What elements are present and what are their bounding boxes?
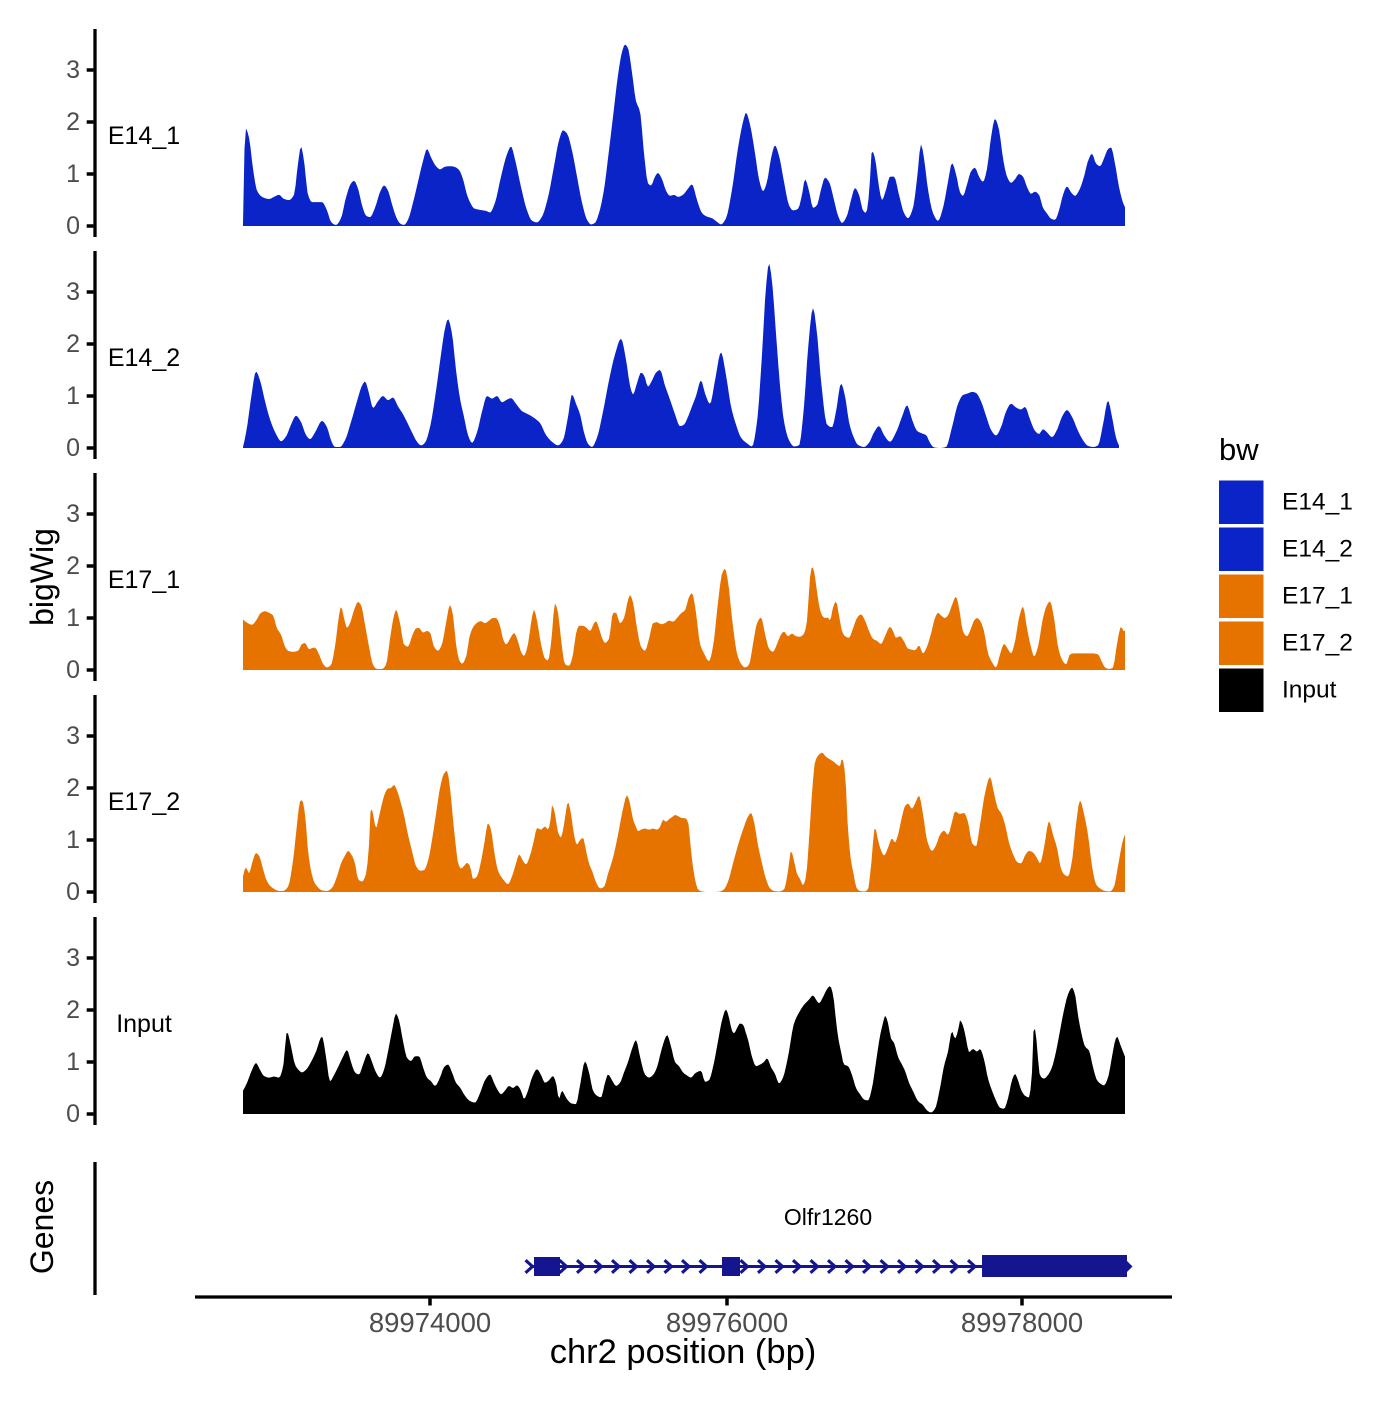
svg-text:0: 0: [66, 1100, 80, 1128]
svg-text:3: 3: [66, 56, 80, 84]
svg-text:E14_2: E14_2: [1282, 536, 1353, 563]
svg-text:Genes: Genes: [24, 1180, 60, 1274]
svg-text:E17_1: E17_1: [1282, 583, 1353, 610]
svg-text:0: 0: [66, 212, 80, 240]
svg-text:E17_1: E17_1: [108, 566, 180, 594]
svg-text:2: 2: [66, 330, 80, 358]
svg-text:E17_2: E17_2: [108, 788, 180, 816]
svg-text:Olfr1260: Olfr1260: [784, 1204, 872, 1230]
svg-text:1: 1: [66, 604, 80, 632]
svg-text:E17_2: E17_2: [1282, 630, 1353, 657]
svg-text:E14_2: E14_2: [108, 344, 180, 372]
svg-text:1: 1: [66, 382, 80, 410]
svg-text:1: 1: [66, 826, 80, 854]
svg-text:0: 0: [66, 878, 80, 906]
svg-text:89976000: 89976000: [666, 1307, 788, 1338]
svg-text:bigWig: bigWig: [24, 528, 60, 626]
svg-text:E14_1: E14_1: [108, 122, 180, 150]
svg-text:bw: bw: [1219, 432, 1259, 467]
svg-text:3: 3: [66, 944, 80, 972]
svg-text:3: 3: [66, 278, 80, 306]
svg-text:chr2 position (bp): chr2 position (bp): [550, 1333, 817, 1371]
svg-text:2: 2: [66, 552, 80, 580]
svg-text:0: 0: [66, 434, 80, 462]
svg-text:3: 3: [66, 722, 80, 750]
svg-text:1: 1: [66, 1048, 80, 1076]
svg-text:E14_1: E14_1: [1282, 489, 1353, 516]
svg-text:0: 0: [66, 656, 80, 684]
svg-text:2: 2: [66, 774, 80, 802]
svg-text:2: 2: [66, 996, 80, 1024]
svg-text:2: 2: [66, 108, 80, 136]
svg-text:3: 3: [66, 500, 80, 528]
svg-text:89974000: 89974000: [369, 1307, 491, 1338]
svg-text:1: 1: [66, 160, 80, 188]
svg-text:89978000: 89978000: [961, 1307, 1083, 1338]
svg-text:Input: Input: [116, 1010, 172, 1038]
svg-text:Input: Input: [1282, 677, 1337, 704]
